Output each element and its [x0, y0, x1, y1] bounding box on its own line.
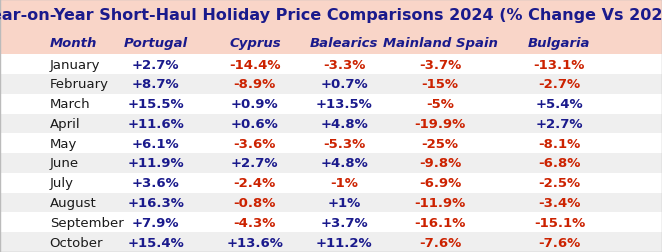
Text: Portugal: Portugal: [124, 37, 187, 50]
Text: -3.6%: -3.6%: [234, 137, 276, 150]
Text: +15.5%: +15.5%: [127, 98, 184, 111]
Bar: [0, 213, 662, 232]
Text: March: March: [50, 98, 90, 111]
Text: +8.7%: +8.7%: [132, 78, 179, 91]
Bar: [0, 32, 662, 55]
Text: +11.2%: +11.2%: [316, 236, 373, 249]
Text: -1%: -1%: [330, 177, 358, 190]
Text: +11.6%: +11.6%: [127, 117, 184, 130]
Text: -4.3%: -4.3%: [234, 216, 276, 229]
Text: +5.4%: +5.4%: [536, 98, 583, 111]
Text: June: June: [50, 157, 79, 170]
Text: +4.8%: +4.8%: [320, 117, 368, 130]
Bar: [0, 153, 662, 173]
Bar: [0, 0, 662, 32]
Text: +16.3%: +16.3%: [127, 196, 184, 209]
Text: Mainland Spain: Mainland Spain: [383, 37, 498, 50]
Text: -3.7%: -3.7%: [419, 58, 461, 71]
Text: +0.7%: +0.7%: [320, 78, 368, 91]
Text: +2.7%: +2.7%: [132, 58, 179, 71]
Text: Year-on-Year Short-Haul Holiday Price Comparisons 2024 (% Change Vs 2023): Year-on-Year Short-Haul Holiday Price Co…: [0, 8, 662, 23]
Text: -8.9%: -8.9%: [234, 78, 276, 91]
Text: -14.4%: -14.4%: [229, 58, 281, 71]
Text: May: May: [50, 137, 77, 150]
Text: -2.5%: -2.5%: [538, 177, 581, 190]
Text: -2.7%: -2.7%: [538, 78, 581, 91]
Text: -15%: -15%: [422, 78, 459, 91]
Text: -6.8%: -6.8%: [538, 157, 581, 170]
Text: -8.1%: -8.1%: [538, 137, 581, 150]
Text: -16.1%: -16.1%: [414, 216, 466, 229]
Text: -15.1%: -15.1%: [534, 216, 585, 229]
Bar: [0, 55, 662, 75]
Text: -5%: -5%: [426, 98, 454, 111]
Text: +15.4%: +15.4%: [127, 236, 184, 249]
Text: +7.9%: +7.9%: [132, 216, 179, 229]
Text: -11.9%: -11.9%: [414, 196, 466, 209]
Text: +6.1%: +6.1%: [132, 137, 179, 150]
Text: +2.7%: +2.7%: [231, 157, 279, 170]
Text: -9.8%: -9.8%: [419, 157, 461, 170]
Text: +4.8%: +4.8%: [320, 157, 368, 170]
Text: -19.9%: -19.9%: [414, 117, 466, 130]
Text: -0.8%: -0.8%: [234, 196, 276, 209]
Text: +3.6%: +3.6%: [132, 177, 179, 190]
Text: +13.6%: +13.6%: [226, 236, 283, 249]
Bar: [0, 114, 662, 134]
Text: August: August: [50, 196, 97, 209]
Text: Cyprus: Cyprus: [229, 37, 281, 50]
Text: February: February: [50, 78, 109, 91]
Text: July: July: [50, 177, 73, 190]
Text: -13.1%: -13.1%: [534, 58, 585, 71]
Bar: [0, 134, 662, 153]
Text: -2.4%: -2.4%: [234, 177, 276, 190]
Text: +11.9%: +11.9%: [127, 157, 184, 170]
Text: Month: Month: [50, 37, 97, 50]
Text: -7.6%: -7.6%: [419, 236, 461, 249]
Text: September: September: [50, 216, 123, 229]
Text: October: October: [50, 236, 103, 249]
Bar: [0, 232, 662, 252]
Text: +1%: +1%: [328, 196, 361, 209]
Text: +0.9%: +0.9%: [231, 98, 279, 111]
Text: April: April: [50, 117, 80, 130]
Text: -25%: -25%: [422, 137, 459, 150]
Text: -3.3%: -3.3%: [323, 58, 365, 71]
Text: +2.7%: +2.7%: [536, 117, 583, 130]
Text: January: January: [50, 58, 100, 71]
Text: +13.5%: +13.5%: [316, 98, 373, 111]
Text: -3.4%: -3.4%: [538, 196, 581, 209]
Text: +0.6%: +0.6%: [231, 117, 279, 130]
Text: -6.9%: -6.9%: [419, 177, 461, 190]
Text: +3.7%: +3.7%: [320, 216, 368, 229]
Text: -5.3%: -5.3%: [323, 137, 365, 150]
Bar: [0, 75, 662, 94]
Text: Balearics: Balearics: [310, 37, 379, 50]
Bar: [0, 173, 662, 193]
Text: -7.6%: -7.6%: [538, 236, 581, 249]
Text: Bulgaria: Bulgaria: [528, 37, 591, 50]
Bar: [0, 94, 662, 114]
Bar: [0, 193, 662, 213]
